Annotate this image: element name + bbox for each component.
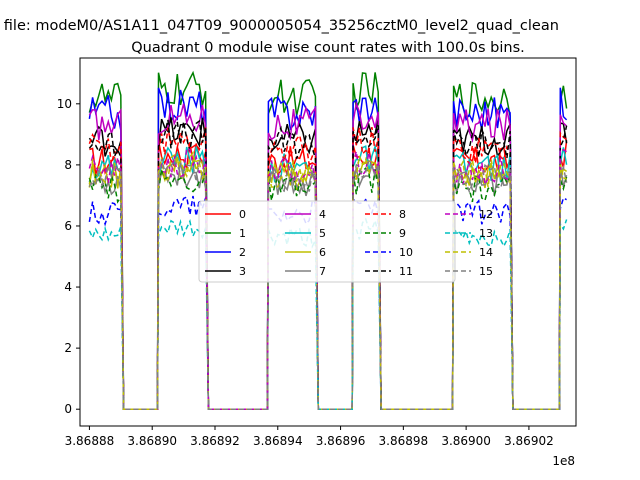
y-tick-label: 4 [64,280,72,294]
y-tick-label: 2 [64,341,72,355]
legend-label: 2 [239,246,246,259]
series-line-4 [88,100,568,410]
x-axis-offset-label: 1e8 [552,454,575,468]
legend-label: 5 [319,227,326,240]
x-tick-label: 3.86900 [441,434,491,448]
x-tick-label: 3.86890 [127,434,177,448]
legend-frame [198,200,456,283]
legend-label: 1 [239,227,246,240]
legend-label: 10 [399,246,413,259]
x-tick-label: 3.86902 [504,434,554,448]
series-line-2 [88,87,568,410]
x-tick-label: 3.86898 [379,434,429,448]
series-line-0 [89,140,568,410]
series-line-11 [88,119,568,410]
legend-label: 9 [399,227,406,240]
legend-label: 11 [399,265,413,278]
legend-label: 4 [319,208,326,221]
x-tick-label: 3.86888 [65,434,115,448]
legend-label: 0 [239,208,246,221]
y-tick-label: 6 [64,219,72,233]
series-line-15 [88,157,568,410]
y-tick-label: 0 [64,402,72,416]
figure-suptitle: n file: modeM0/AS1A11_047T09_9000005054_… [0,18,559,34]
series-line-12 [88,147,567,410]
axes-frame [79,57,577,427]
series-line-9 [88,167,568,410]
x-tick-label: 3.86896 [316,434,366,448]
x-axis: 3.86888 3.86890 3.86892 3.86894 3.86896 3.868… [65,426,554,448]
legend-label: 12 [479,208,493,221]
y-axis: 0 2 4 6 8 10 [57,97,80,416]
legend-label: 6 [319,246,326,259]
legend-label: 7 [319,265,326,278]
x-tick-label: 3.86894 [253,434,303,448]
legend-label: 8 [399,208,406,221]
x-tick-label: 3.86892 [190,434,240,448]
legend-label: 3 [239,265,246,278]
chart-title: Quadrant 0 module wise count rates with … [131,40,525,56]
y-tick-label: 8 [64,158,72,172]
legend-label: 15 [479,265,493,278]
legend-label: 13 [479,227,493,240]
legend-label: 14 [479,246,493,259]
y-tick-label: 10 [57,97,72,111]
series-line-1 [88,70,568,410]
series-line-5 [88,143,568,410]
series-line-14 [88,150,567,410]
